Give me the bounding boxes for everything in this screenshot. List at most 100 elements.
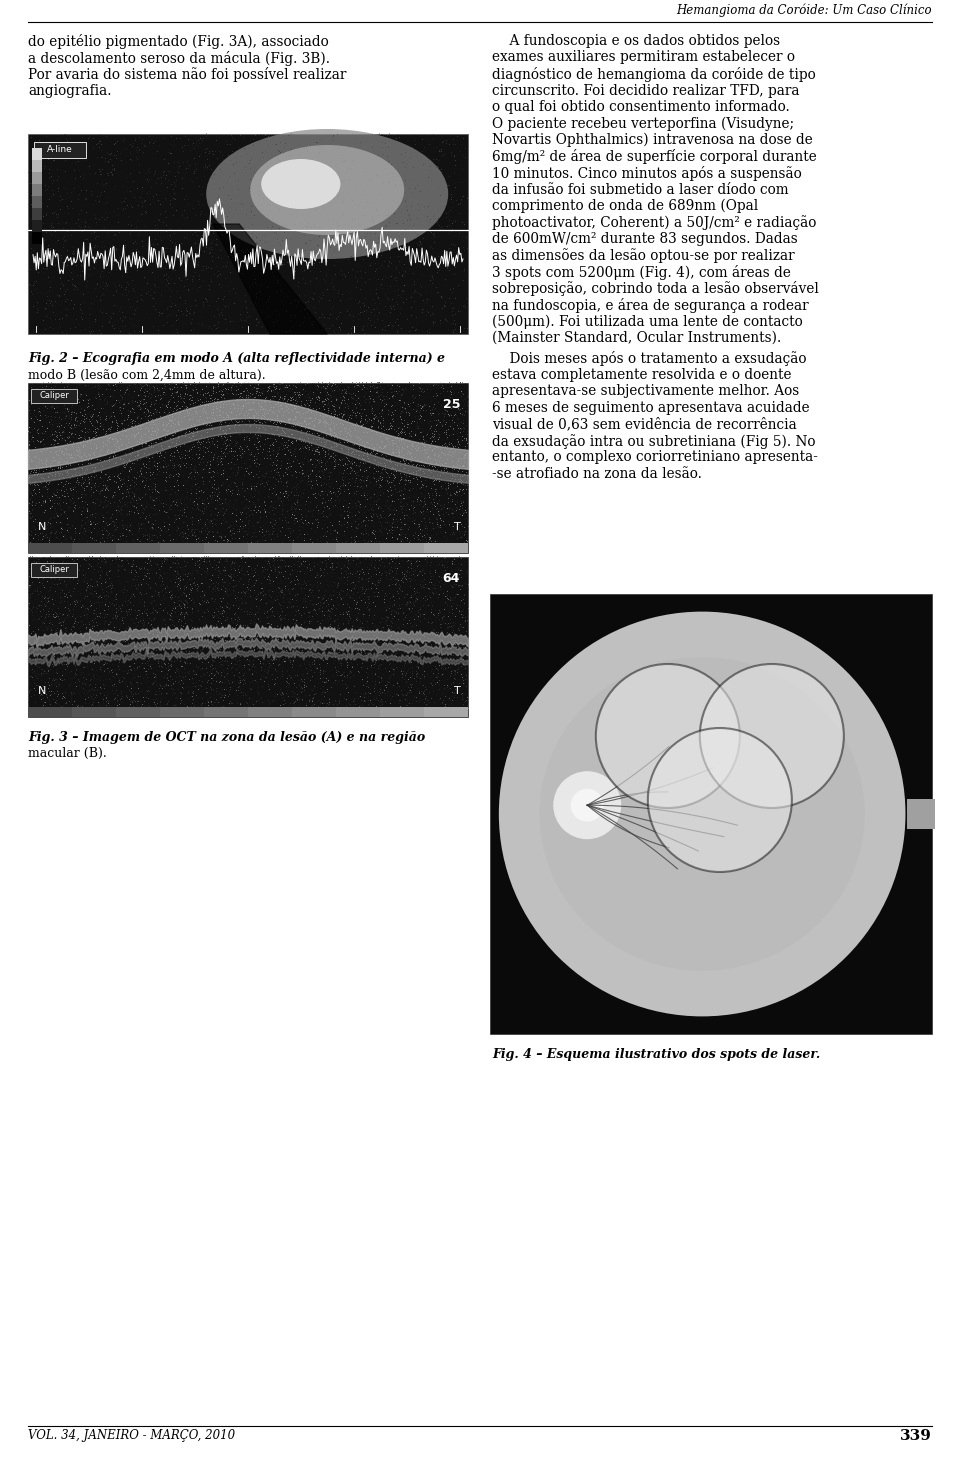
Text: do epitélio pigmentado (Fig. 3A), associado: do epitélio pigmentado (Fig. 3A), associ… <box>28 34 328 48</box>
Bar <box>160 543 204 552</box>
Text: N: N <box>38 687 46 697</box>
Bar <box>28 707 72 716</box>
Bar <box>32 208 42 220</box>
Bar <box>336 543 380 552</box>
Text: Caliper: Caliper <box>39 391 69 400</box>
Bar <box>336 707 380 716</box>
Text: (Mainster Standard, Ocular Instruments).: (Mainster Standard, Ocular Instruments). <box>492 331 781 346</box>
Bar <box>204 707 248 716</box>
Circle shape <box>571 789 604 821</box>
Bar <box>31 562 77 577</box>
Text: modo B (lesão com 2,4mm de altura).: modo B (lesão com 2,4mm de altura). <box>28 369 266 382</box>
Text: O paciente recebeu verteporfina (Visudyne;: O paciente recebeu verteporfina (Visudyn… <box>492 117 794 130</box>
Bar <box>248 707 292 716</box>
Bar <box>32 148 42 160</box>
Text: da infusão foi submetido a laser díodo com: da infusão foi submetido a laser díodo c… <box>492 183 788 196</box>
Bar <box>32 160 42 171</box>
Text: A-line: A-line <box>47 145 73 155</box>
Text: 339: 339 <box>900 1429 932 1444</box>
Circle shape <box>648 728 792 873</box>
Text: N: N <box>38 523 46 533</box>
Text: photoactivator, Coherent) a 50J/cm² e radiação: photoactivator, Coherent) a 50J/cm² e ra… <box>492 215 816 230</box>
Bar <box>72 707 116 716</box>
Text: angiografia.: angiografia. <box>28 83 111 98</box>
Text: Novartis Ophthalmics) intravenosa na dose de: Novartis Ophthalmics) intravenosa na dos… <box>492 133 813 148</box>
Bar <box>28 382 468 552</box>
Text: 4: 4 <box>457 337 463 346</box>
Text: 1: 1 <box>139 337 145 346</box>
Text: 6mg/m² de área de superfície corporal durante: 6mg/m² de área de superfície corporal du… <box>492 149 817 164</box>
Text: -se atrofiado na zona da lesão.: -se atrofiado na zona da lesão. <box>492 467 702 482</box>
Bar <box>72 543 116 552</box>
Circle shape <box>700 665 844 808</box>
Text: VOL. 34, JANEIRO - MARÇO, 2010: VOL. 34, JANEIRO - MARÇO, 2010 <box>28 1429 235 1442</box>
Text: as dimensões da lesão optou-se por realizar: as dimensões da lesão optou-se por reali… <box>492 249 795 264</box>
Text: 64: 64 <box>443 572 460 586</box>
Circle shape <box>596 665 740 808</box>
Text: 3 spots com 5200μm (Fig. 4), com áreas de: 3 spots com 5200μm (Fig. 4), com áreas d… <box>492 265 791 280</box>
Bar <box>116 707 160 716</box>
Bar <box>32 231 42 244</box>
Text: Hemangioma da Coróide: Um Caso Clínico: Hemangioma da Coróide: Um Caso Clínico <box>677 3 932 16</box>
Bar <box>34 142 86 158</box>
Bar <box>32 171 42 184</box>
Bar <box>28 135 468 334</box>
Text: visual de 0,63 sem evidência de recorrência: visual de 0,63 sem evidência de recorrên… <box>492 417 797 432</box>
Text: de 600mW/cm² durante 83 segundos. Dadas: de 600mW/cm² durante 83 segundos. Dadas <box>492 231 798 246</box>
Bar <box>160 707 204 716</box>
Bar <box>380 543 424 552</box>
Bar <box>490 594 932 1034</box>
Text: (500μm). Foi utilizada uma lente de contacto: (500μm). Foi utilizada uma lente de cont… <box>492 315 803 329</box>
Text: a descolamento seroso da mácula (Fig. 3B).: a descolamento seroso da mácula (Fig. 3B… <box>28 50 330 66</box>
Text: Por avaria do sistema não foi possível realizar: Por avaria do sistema não foi possível r… <box>28 67 347 82</box>
Text: na fundoscopia, e área de segurança a rodear: na fundoscopia, e área de segurança a ro… <box>492 299 808 313</box>
Circle shape <box>553 772 621 839</box>
Bar <box>31 388 77 403</box>
Bar <box>292 707 336 716</box>
Text: 2: 2 <box>245 337 252 346</box>
Ellipse shape <box>251 145 404 236</box>
Bar <box>204 543 248 552</box>
Text: Fig. 4 – Esquema ilustrativo dos spots de laser.: Fig. 4 – Esquema ilustrativo dos spots d… <box>492 1048 820 1061</box>
Text: circunscrito. Foi decidido realizar TFD, para: circunscrito. Foi decidido realizar TFD,… <box>492 83 800 98</box>
Text: estava completamente resolvida e o doente: estava completamente resolvida e o doent… <box>492 367 791 382</box>
Ellipse shape <box>261 160 341 209</box>
Ellipse shape <box>206 129 448 259</box>
Bar <box>424 543 468 552</box>
Bar <box>32 220 42 231</box>
Text: comprimento de onda de 689nm (Opal: comprimento de onda de 689nm (Opal <box>492 199 758 214</box>
Text: Fig. 2 – Ecografia em modo A (alta reflectividade interna) e: Fig. 2 – Ecografia em modo A (alta refle… <box>28 351 445 365</box>
Text: macular (B).: macular (B). <box>28 747 107 760</box>
Text: 6 meses de seguimento apresentava acuidade: 6 meses de seguimento apresentava acuida… <box>492 401 809 414</box>
Text: 3: 3 <box>351 337 357 346</box>
Text: sobreposição, cobrindo toda a lesão observável: sobreposição, cobrindo toda a lesão obse… <box>492 281 819 297</box>
Bar <box>28 556 468 716</box>
Ellipse shape <box>540 657 865 971</box>
Bar <box>380 707 424 716</box>
Bar <box>32 196 42 208</box>
Text: 10 minutos. Cinco minutos após a suspensão: 10 minutos. Cinco minutos após a suspens… <box>492 165 802 182</box>
Text: Caliper: Caliper <box>39 565 69 574</box>
Polygon shape <box>213 224 327 334</box>
Text: A fundoscopia e os dados obtidos pelos: A fundoscopia e os dados obtidos pelos <box>492 34 780 48</box>
Text: exames auxiliares permitiram estabelecer o: exames auxiliares permitiram estabelecer… <box>492 50 795 64</box>
Bar <box>28 543 72 552</box>
Text: entanto, o complexo coriorretiniano apresenta-: entanto, o complexo coriorretiniano apre… <box>492 451 818 464</box>
Bar <box>116 543 160 552</box>
Text: T: T <box>454 687 461 697</box>
Text: 25: 25 <box>443 398 460 411</box>
Bar <box>292 543 336 552</box>
Bar <box>424 707 468 716</box>
Ellipse shape <box>499 612 905 1016</box>
Bar <box>907 799 935 829</box>
Text: o qual foi obtido consentimento informado.: o qual foi obtido consentimento informad… <box>492 100 790 114</box>
Text: Fig. 3 – Imagem de OCT na zona da lesão (A) e na região: Fig. 3 – Imagem de OCT na zona da lesão … <box>28 731 425 744</box>
Bar <box>248 543 292 552</box>
Text: diagnóstico de hemangioma da coróide de tipo: diagnóstico de hemangioma da coróide de … <box>492 67 816 82</box>
Text: 0: 0 <box>33 337 39 346</box>
Text: Dois meses após o tratamento a exsudação: Dois meses após o tratamento a exsudação <box>492 351 806 366</box>
Text: T: T <box>454 523 461 533</box>
Text: da exsudação intra ou subretiniana (Fig 5). No: da exsudação intra ou subretiniana (Fig … <box>492 433 815 449</box>
Text: apresentava-se subjectivamente melhor. Aos: apresentava-se subjectivamente melhor. A… <box>492 385 800 398</box>
Bar <box>32 184 42 196</box>
